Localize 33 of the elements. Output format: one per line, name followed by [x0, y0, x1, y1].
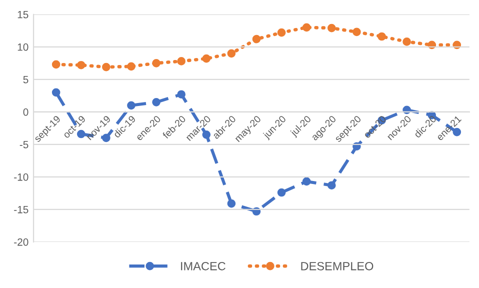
point	[277, 28, 286, 37]
point	[202, 54, 211, 63]
point	[327, 181, 336, 190]
y-tick-label: -20	[14, 238, 28, 246]
legend-label: IMACEC	[181, 262, 226, 270]
point	[177, 57, 186, 66]
point	[127, 62, 136, 71]
legend-label: DESEMPLEO	[301, 262, 374, 270]
point	[127, 101, 136, 110]
point	[252, 34, 261, 44]
point	[302, 23, 311, 32]
y-tick-label: 15	[18, 11, 28, 18]
y-tick-label: -10	[14, 173, 28, 181]
point	[152, 98, 160, 106]
point	[152, 58, 160, 68]
point	[327, 24, 336, 32]
y-tick-label: -15	[14, 206, 28, 214]
y-tick-label: 10	[18, 43, 28, 51]
point	[177, 90, 186, 99]
point	[378, 32, 386, 41]
y-tick-label: -5	[20, 141, 28, 148]
point	[402, 38, 411, 46]
point	[102, 62, 110, 72]
point	[352, 28, 361, 36]
point	[76, 60, 86, 70]
point	[302, 177, 311, 186]
point	[277, 188, 286, 197]
y-tick-label: 0	[23, 108, 28, 116]
point	[227, 49, 236, 58]
point	[52, 88, 60, 97]
point	[227, 199, 236, 208]
y-tick-label: 5	[23, 76, 28, 84]
point	[52, 60, 60, 69]
